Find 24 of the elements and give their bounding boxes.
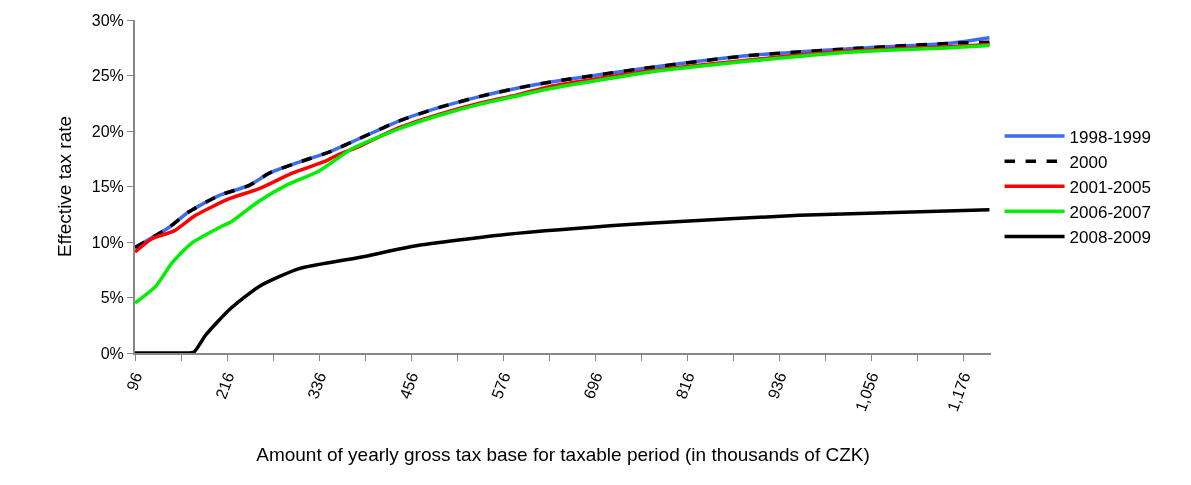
y-tick-label: 10% [91,233,124,251]
y-tick-label: 5% [100,289,124,307]
x-tick-label: 456 [396,370,422,402]
legend-label: 2006-2007 [1069,202,1151,222]
x-axis-title: Amount of yearly gross tax base for taxable period (in thousands of CZK) [256,443,870,465]
y-tick-label: 30% [91,11,124,29]
x-tick-label: 96 [123,370,146,393]
y-tick-label: 0% [100,344,124,362]
x-tick-label: 816 [672,370,698,402]
legend-label: 1998-1999 [1069,127,1151,147]
y-tick-label: 15% [91,178,124,196]
legend-label: 2001-2005 [1069,177,1151,197]
legend-label: 2008-2009 [1069,228,1151,248]
x-tick-label: 1,056 [852,370,882,414]
x-tick-label: 576 [488,370,514,402]
y-tick-label: 25% [91,67,124,85]
legend-label: 2000 [1069,152,1108,172]
x-tick-label: 696 [580,370,606,402]
x-tick-label: 1,176 [944,370,974,414]
x-tick-label: 936 [764,370,790,402]
y-axis-title: Effective tax rate [54,115,76,258]
x-tick-label: 216 [212,370,238,402]
y-tick-label: 20% [91,122,124,140]
x-tick-label: 336 [304,370,330,402]
